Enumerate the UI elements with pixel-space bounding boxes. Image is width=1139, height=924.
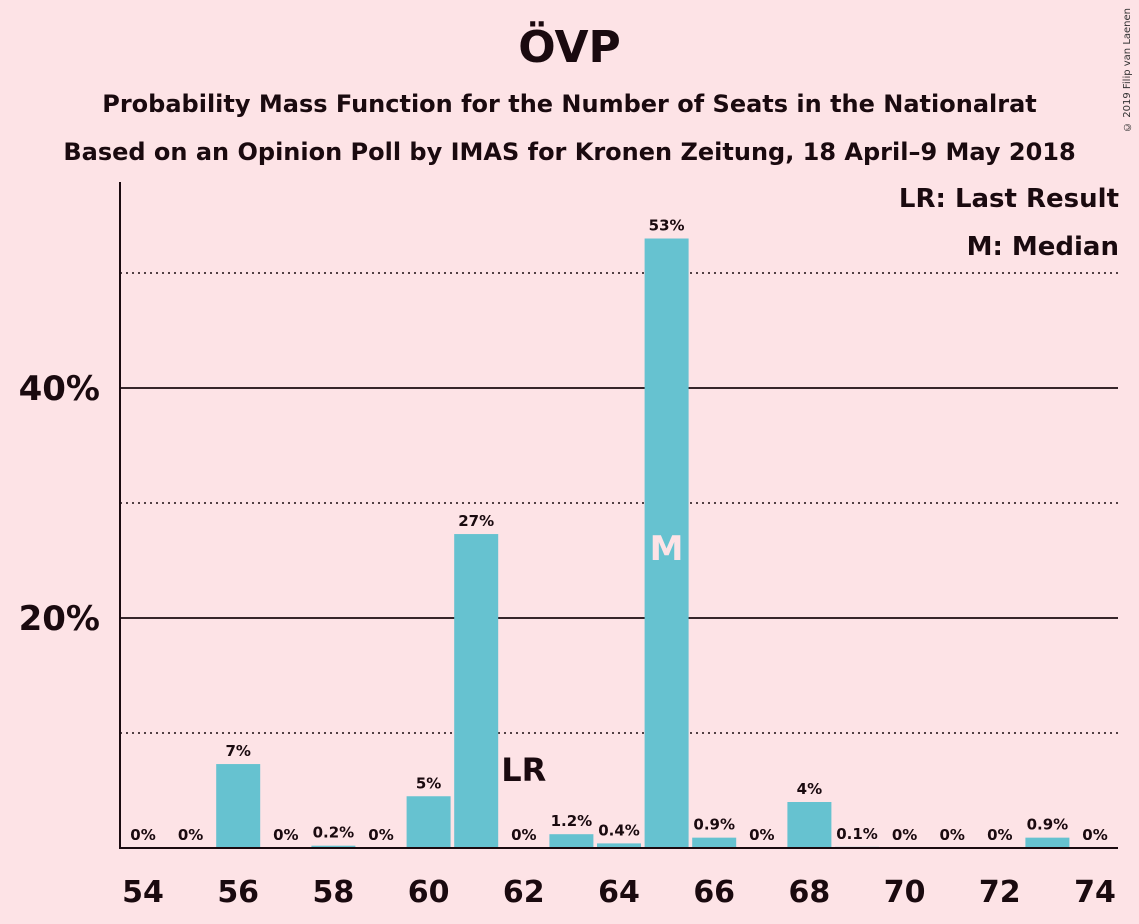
median-marker: M [650, 529, 684, 569]
value-label-seat-64: 0.4% [598, 821, 640, 839]
x-tick-label-68: 68 [789, 875, 831, 910]
value-label-seat-71: 0% [939, 826, 964, 844]
value-label-seat-67: 0% [749, 826, 774, 844]
bar-seat-64 [597, 843, 641, 848]
x-tick-label-56: 56 [217, 875, 259, 910]
value-label-seat-63: 1.2% [551, 812, 593, 830]
chart-title: ÖVP [518, 22, 621, 73]
last-result-marker: LR [501, 751, 546, 789]
x-tick-label-66: 66 [693, 875, 735, 910]
value-label-seat-56: 7% [225, 742, 250, 760]
value-label-seat-70: 0% [892, 826, 917, 844]
x-tick-label-58: 58 [313, 875, 355, 910]
bar-seat-61 [454, 534, 499, 848]
bar-seat-63 [549, 834, 594, 848]
grid-layer [120, 272, 1118, 734]
label-layer: 0% 0% 7% 0% 0.2% 0% 5% 27% 0% 1.2% 0.4% 53% 0.9% 0% 4%… [130, 217, 1107, 845]
value-label-seat-61: 27% [458, 512, 494, 530]
value-label-seat-62: 0% [511, 826, 536, 844]
value-label-seat-57: 0% [273, 826, 298, 844]
legend-median: M: Median [966, 232, 1119, 262]
x-tick-label-70: 70 [884, 875, 926, 910]
bar-layer [216, 238, 1070, 848]
value-label-seat-59: 0% [368, 826, 393, 844]
x-tick-label-74: 74 [1074, 875, 1116, 910]
bar-seat-68 [787, 802, 832, 848]
legend-last-result: LR: Last Result [898, 184, 1119, 214]
value-label-seat-74: 0% [1082, 826, 1107, 844]
chart-subtitle-2: Based on an Opinion Poll by IMAS for Kro… [63, 138, 1076, 166]
value-label-seat-66: 0.9% [693, 816, 735, 834]
bar-seat-66 [692, 837, 737, 848]
value-label-seat-72: 0% [987, 826, 1012, 844]
x-tick-label-54: 54 [122, 875, 164, 910]
x-tick-label-60: 60 [408, 875, 450, 910]
chart-subtitle-1: Probability Mass Function for the Number… [102, 90, 1037, 118]
y-tick-label: 40% [19, 369, 100, 409]
value-label-seat-65: 53% [649, 217, 685, 235]
bar-seat-65 [644, 238, 689, 848]
bar-seat-56 [216, 764, 261, 848]
x-tick-label-64: 64 [598, 875, 640, 910]
bar-seat-58 [311, 845, 356, 848]
value-label-seat-55: 0% [178, 826, 203, 844]
value-label-seat-69: 0.1% [836, 825, 878, 843]
bar-seat-60 [406, 796, 451, 848]
value-label-seat-60: 5% [416, 774, 441, 792]
value-label-seat-73: 0.9% [1027, 816, 1069, 834]
value-label-seat-58: 0.2% [313, 824, 355, 842]
axis-layer: 20% 40% 54 56 58 60 62 64 66 68 70 72 74 [19, 182, 1118, 910]
value-label-seat-68: 4% [797, 780, 822, 798]
value-label-seat-54: 0% [130, 826, 155, 844]
bar-seat-73 [1025, 837, 1070, 848]
x-tick-label-62: 62 [503, 875, 545, 910]
y-tick-label: 20% [19, 599, 100, 639]
x-tick-label-72: 72 [979, 875, 1021, 910]
